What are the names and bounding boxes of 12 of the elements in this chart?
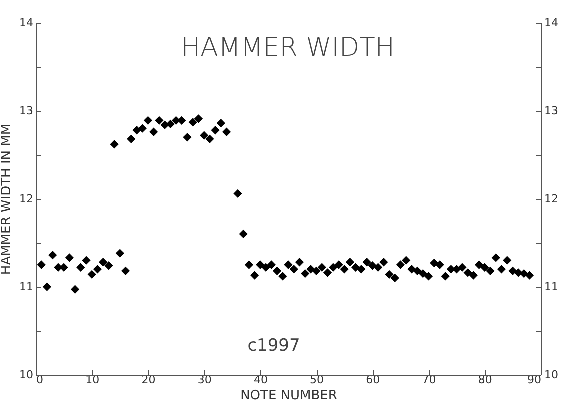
x-axis-title: NOTE NUMBER (240, 388, 338, 404)
y2-tick-label: 14 (544, 16, 558, 30)
y2-tick-label: 13 (544, 104, 558, 118)
y-tick-label: 14 (20, 16, 34, 30)
y-tick-label: 13 (20, 104, 34, 118)
y-tick-label: 12 (20, 192, 34, 206)
y2-tick-label: 12 (544, 192, 558, 206)
y-axis-title: HAMMER WIDTH IN MM (0, 124, 15, 276)
chart-title: HAMMER WIDTH (181, 33, 395, 63)
annotation: c1997 (248, 336, 300, 356)
y2-tick-label: 11 (544, 280, 558, 294)
y-tick-label: 11 (20, 280, 34, 294)
